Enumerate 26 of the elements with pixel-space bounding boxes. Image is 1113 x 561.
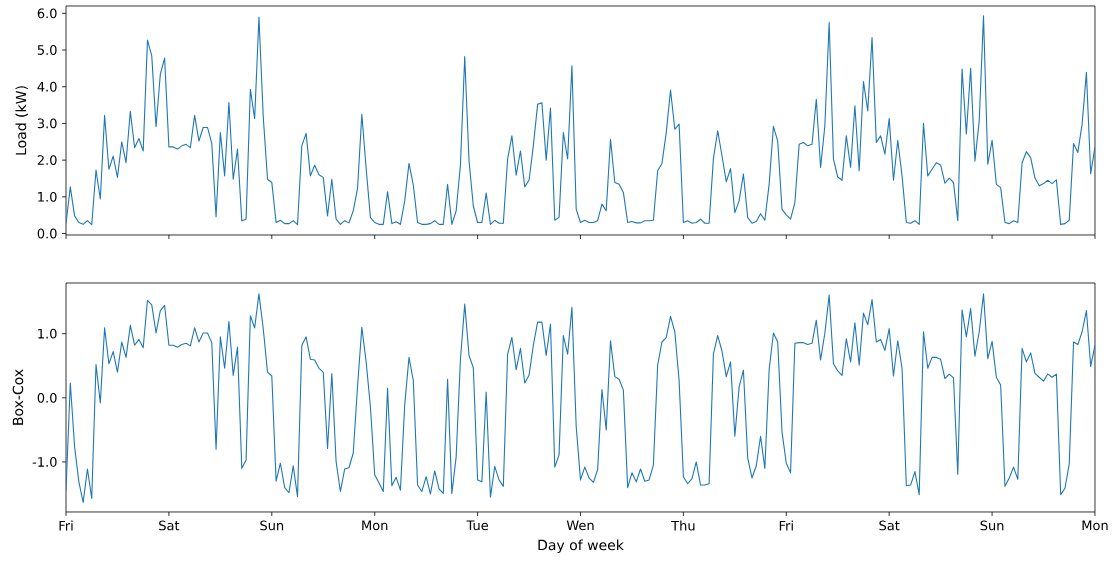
x-tick-label: Fri — [779, 520, 793, 531]
x-tick-label: Fri — [59, 520, 73, 531]
x-tick-label: Sat — [879, 520, 900, 531]
y-tick-label: 5.0 — [37, 45, 57, 55]
x-axis-title: Day of week — [538, 539, 624, 553]
y-tick-label: 4.0 — [37, 81, 57, 92]
x-tick-label: Thu — [671, 520, 695, 531]
y-tick-label: 0.0 — [37, 228, 57, 239]
x-tick-label: Tue — [466, 520, 489, 531]
y-tick-label: 1.0 — [38, 328, 57, 339]
x-tick-label: Mon — [1082, 520, 1108, 531]
y-tick-label: 3.0 — [37, 118, 57, 129]
x-tick-label: Sat — [159, 520, 180, 531]
x-tick-label: Mon — [362, 520, 388, 531]
y-axis-title: Load (kW) — [15, 86, 28, 155]
y-tick-label: -1.0 — [32, 457, 57, 467]
y-axis-title: Box-Cox — [12, 369, 24, 425]
y-tick-label: 2.0 — [37, 155, 57, 166]
y-tick-label: 0.0 — [37, 392, 57, 403]
line-series — [66, 15, 1095, 226]
x-tick-label: Wen — [566, 520, 594, 531]
line-series — [66, 293, 1095, 503]
x-tick-label: Sun — [980, 520, 1004, 531]
x-tick-label: Sun — [260, 520, 284, 531]
y-tick-label: 1.0 — [38, 191, 57, 202]
y-tick-label: 6.0 — [37, 8, 57, 19]
